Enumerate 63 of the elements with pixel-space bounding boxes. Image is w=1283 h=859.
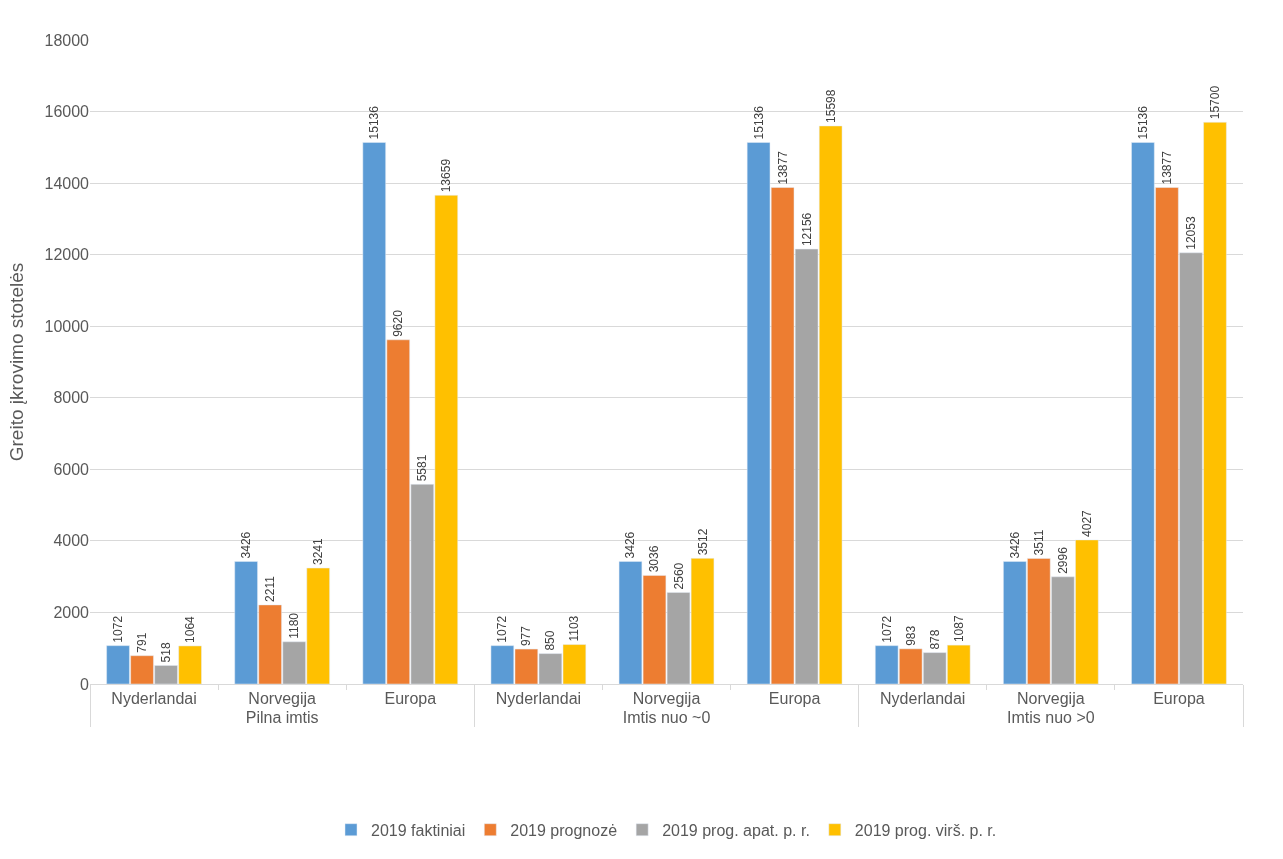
data-label: 977 xyxy=(519,625,534,647)
x-tick-label: Nyderlandai xyxy=(880,690,966,708)
data-label: 13659 xyxy=(439,158,454,193)
y-tick-label: 14000 xyxy=(44,174,90,192)
legend-label: 2019 prog. virš. p. r. xyxy=(854,821,997,839)
data-label: 15136 xyxy=(367,105,382,140)
data-label: 13877 xyxy=(775,150,790,185)
legend-label: 2019 prog. apat. p. r. xyxy=(662,821,810,839)
x-tick-label: Nyderlandai xyxy=(495,690,582,708)
data-label: 878 xyxy=(927,629,942,650)
data-label: 4027 xyxy=(1079,509,1094,537)
x-tick-label: Europa xyxy=(1153,690,1205,708)
data-label: 850 xyxy=(543,630,558,651)
data-label: 1072 xyxy=(879,615,894,643)
data-label: 3426 xyxy=(623,531,638,559)
data-label: 15136 xyxy=(1135,105,1150,140)
data-label: 12053 xyxy=(1183,216,1198,250)
y-tick-label: 0 xyxy=(80,675,90,693)
data-label: 983 xyxy=(903,625,918,646)
data-label: 13877 xyxy=(1159,150,1174,185)
x-tick-label: Nyderlandai xyxy=(111,690,197,708)
legend-label: 2019 prognozė xyxy=(510,821,618,839)
x-tick-label: Norvegija xyxy=(248,690,317,708)
data-label: 15598 xyxy=(823,89,838,123)
x-tick-label: Norvegija xyxy=(632,690,701,708)
data-label: 3426 xyxy=(1007,531,1022,559)
data-label: 1064 xyxy=(183,615,198,643)
data-label: 3426 xyxy=(239,531,254,559)
x-tick-label: Norvegija xyxy=(1017,690,1085,708)
data-label: 2560 xyxy=(671,562,686,590)
data-label: 3241 xyxy=(311,538,326,566)
legend-label: 2019 faktiniai xyxy=(371,821,466,839)
text: Pilna imtis xyxy=(245,709,319,727)
data-label: 791 xyxy=(135,632,150,653)
data-label: 1072 xyxy=(111,615,126,643)
y-tick-label: 16000 xyxy=(44,103,90,121)
data-label: 15700 xyxy=(1207,85,1222,120)
text: Imtis nuo >0 xyxy=(1007,709,1095,727)
x-tick-label: Europa xyxy=(768,690,821,708)
y-axis-title: Greito įkrovimo stotelės xyxy=(6,262,28,462)
text: Imtis nuo ~0 xyxy=(622,709,711,727)
y-tick-label: 4000 xyxy=(53,532,90,550)
data-label: 3511 xyxy=(1031,529,1046,556)
data-label: 1087 xyxy=(951,615,966,643)
data-label: 3036 xyxy=(647,545,662,573)
y-tick-label: 8000 xyxy=(53,389,90,407)
y-tick-label: 2000 xyxy=(53,604,90,622)
y-tick-label: 10000 xyxy=(44,317,90,335)
y-tick-label: 12000 xyxy=(44,246,90,264)
data-label: 518 xyxy=(159,642,174,663)
data-label: 9620 xyxy=(391,309,406,337)
data-label: 15136 xyxy=(751,105,766,140)
y-tick-label: 18000 xyxy=(44,31,90,49)
y-tick-label: 6000 xyxy=(53,460,90,478)
data-label: 1180 xyxy=(287,612,302,639)
data-label: 1072 xyxy=(495,615,510,643)
data-label: 3512 xyxy=(695,528,710,556)
data-label: 5581 xyxy=(415,454,430,482)
x-tick-label: Europa xyxy=(384,690,437,708)
data-label: 1103 xyxy=(567,615,582,642)
data-label: 12156 xyxy=(799,212,814,247)
data-label: 2211 xyxy=(263,575,278,602)
data-label: 2996 xyxy=(1055,546,1070,574)
